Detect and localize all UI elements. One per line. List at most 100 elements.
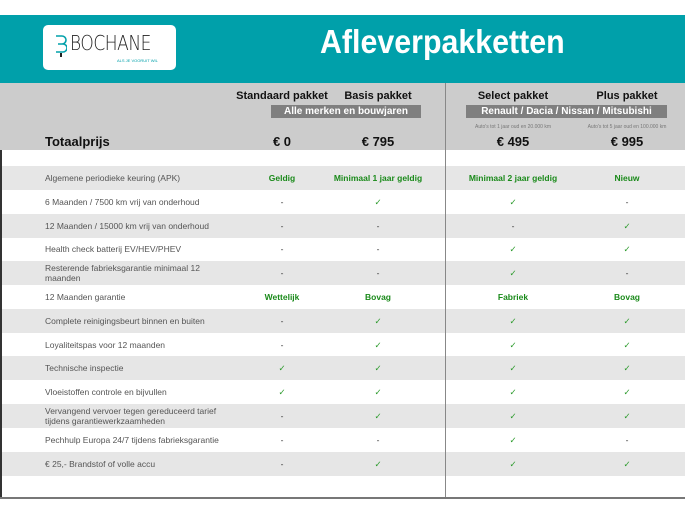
dash-value: -	[280, 244, 284, 255]
logo-name: BOCHANE	[70, 31, 151, 55]
check-icon: ✓	[623, 387, 631, 398]
total-price-label: Totaalprijs	[45, 134, 110, 149]
package-name: Standaard pakket	[236, 90, 328, 102]
check-icon: ✓	[374, 387, 382, 398]
dash-value: -	[625, 268, 629, 279]
check-icon: ✓	[374, 339, 382, 350]
check-icon: ✓	[509, 458, 517, 469]
feature-value: Fabriek	[497, 292, 529, 302]
table-row: Algemene periodieke keuring (APK) Geldig M…	[2, 166, 685, 190]
table-row: Resterende fabrieksgarantie minimaal 12 …	[2, 261, 685, 286]
package-note: Auto's tot 1 jaar oud en 20.000 km	[474, 124, 552, 130]
check-icon: ✓	[623, 339, 631, 350]
package-price: € 795	[361, 134, 395, 149]
check-icon: ✓	[509, 363, 517, 374]
package-name: Select pakket	[477, 90, 549, 102]
feature-label: 12 Maanden / 15000 km vrij van onderhoud	[45, 220, 209, 231]
table-row: 6 Maanden / 7500 km vrij van onderhoud - ✓…	[2, 190, 685, 214]
package-price: € 0	[272, 134, 292, 149]
feature-label: 12 Maanden garantie	[45, 292, 126, 302]
table-row: € 25,- Brandstof of volle accu - ✓ ✓ ✓	[2, 451, 685, 476]
check-icon: ✓	[509, 339, 517, 350]
package-price: € 495	[496, 134, 530, 149]
feature-value: Minimaal 1 jaar geldig	[333, 173, 423, 183]
table-bottom-border	[0, 497, 685, 499]
logo-tagline: ALS JE VOORUIT WIL	[117, 58, 158, 63]
check-icon: ✓	[509, 387, 517, 398]
dash-value: -	[280, 411, 284, 421]
feature-label: Technische inspectie	[45, 363, 124, 374]
brand-band-all: Alle merken en bouwjaren	[271, 105, 421, 118]
dash-value: -	[625, 434, 629, 445]
check-icon: ✓	[374, 458, 382, 469]
feature-label: Resterende fabrieksgarantie minimaal 12 …	[45, 263, 200, 284]
dash-value: -	[280, 434, 284, 445]
dash-value: -	[376, 434, 380, 445]
logo-mark-icon	[56, 35, 67, 57]
feature-label: Pechhulp Europa 24/7 tijdens fabrieksgar…	[45, 434, 219, 445]
feature-value: Bovag	[614, 292, 640, 302]
dash-value: -	[280, 268, 284, 279]
table-row: Vloeistoffen controle en bijvullen ✓ ✓ ✓ ✓	[2, 380, 685, 404]
dash-value: -	[625, 196, 629, 207]
table-row: 12 Maanden / 15000 km vrij van onderhoud…	[2, 213, 685, 238]
check-icon: ✓	[374, 196, 382, 207]
feature-label: Vervangend vervoer tegen gereduceerd tar…	[45, 406, 217, 426]
dash-value: -	[376, 244, 380, 255]
table-left-border	[0, 150, 2, 498]
check-icon: ✓	[509, 315, 517, 326]
header-banner: BOCHANE ALS JE VOORUIT WIL Afleverpakket…	[0, 15, 685, 83]
dash-value: -	[376, 220, 380, 231]
table-row: Loyaliteitspas voor 12 maanden - ✓ ✓ ✓	[2, 333, 685, 357]
feature-value: Nieuw	[614, 173, 640, 183]
check-icon: ✓	[278, 363, 286, 374]
package-price: € 995	[610, 134, 644, 149]
brand-band-renault: Renault / Dacia / Nissan / Mitsubishi	[466, 105, 667, 118]
check-icon: ✓	[623, 220, 631, 231]
table-row: Complete reinigingsbeurt binnen en buite…	[2, 308, 685, 333]
feature-value: Minimaal 2 jaar geldig	[468, 173, 558, 183]
check-icon: ✓	[623, 244, 631, 255]
check-icon: ✓	[509, 244, 517, 255]
feature-value: Bovag	[365, 292, 391, 302]
package-note: Auto's tot 5 jaar oud en 100.000 km	[587, 124, 667, 130]
feature-value: Wettelijk	[264, 292, 300, 302]
column-divider	[445, 83, 446, 498]
page-title: Afleverpakketten	[320, 23, 565, 60]
dash-value: -	[376, 268, 380, 279]
table-row: Health check batterij EV/HEV/PHEV - - ✓ ✓	[2, 237, 685, 261]
feature-label: Vloeistoffen controle en bijvullen	[45, 387, 167, 398]
check-icon: ✓	[374, 363, 382, 374]
bochane-logo: BOCHANE ALS JE VOORUIT WIL	[43, 25, 176, 70]
check-icon: ✓	[509, 268, 517, 279]
feature-label: € 25,- Brandstof of volle accu	[45, 458, 156, 469]
check-icon: ✓	[623, 315, 631, 326]
feature-label: Complete reinigingsbeurt binnen en buite…	[45, 315, 205, 326]
table-row: Pechhulp Europa 24/7 tijdens fabrieksgar…	[2, 428, 685, 452]
package-name: Plus pakket	[596, 90, 658, 102]
package-header: Standaard pakket Basis pakket Select pak…	[0, 83, 685, 150]
check-icon: ✓	[623, 458, 631, 469]
check-icon: ✓	[623, 363, 631, 374]
dash-value: -	[280, 315, 284, 326]
check-icon: ✓	[278, 387, 286, 398]
dash-value: -	[280, 196, 284, 207]
feature-label: Loyaliteitspas voor 12 maanden	[45, 339, 166, 350]
feature-label: 6 Maanden / 7500 km vrij van onderhoud	[45, 196, 200, 207]
feature-value: Geldig	[268, 173, 296, 183]
table-row: 12 Maanden garantie Wettelijk Bovag Fabriek…	[2, 285, 685, 309]
package-name: Basis pakket	[344, 90, 412, 102]
dash-value: -	[511, 220, 515, 231]
dash-value: -	[280, 339, 284, 350]
check-icon: ✓	[509, 411, 517, 421]
check-icon: ✓	[509, 196, 517, 207]
table-row: Vervangend vervoer tegen gereduceerd tar…	[2, 404, 685, 428]
check-icon: ✓	[623, 411, 631, 421]
check-icon: ✓	[374, 315, 382, 326]
table-row: Technische inspectie ✓ ✓ ✓ ✓	[2, 356, 685, 381]
check-icon: ✓	[374, 411, 382, 421]
feature-label: Algemene periodieke keuring (APK)	[45, 173, 181, 183]
dash-value: -	[280, 458, 284, 469]
dash-value: -	[280, 220, 284, 231]
feature-label: Health check batterij EV/HEV/PHEV	[45, 244, 182, 255]
